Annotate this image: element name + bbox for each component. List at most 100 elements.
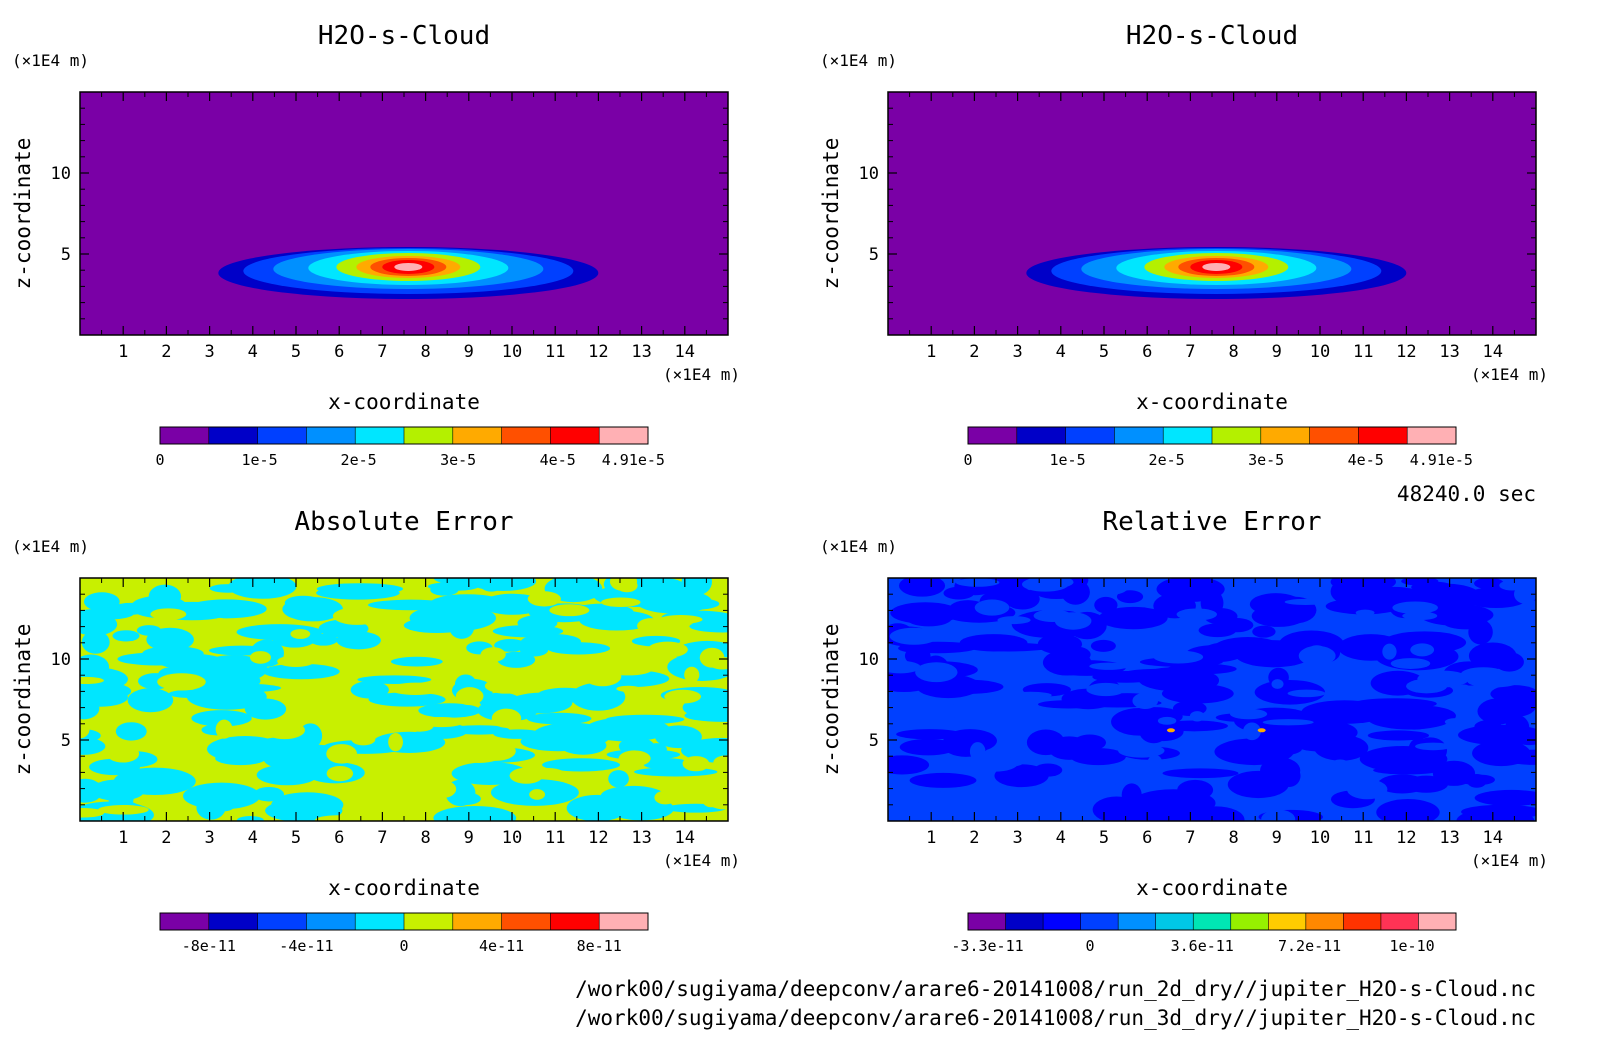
y-tick-label: 5	[61, 731, 71, 751]
x-tick-label: 6	[1142, 828, 1152, 848]
error-blob-inner	[455, 687, 484, 706]
x-tick-label: 13	[631, 342, 651, 362]
error-blob	[228, 578, 297, 599]
x-axis-label: x-coordinate	[328, 390, 480, 414]
error-blob	[127, 688, 174, 713]
error-blob-inner	[981, 697, 1034, 716]
error-blob-inner	[351, 733, 376, 746]
colorbar-swatch	[257, 427, 307, 444]
error-blob	[357, 675, 432, 684]
error-blob-inner	[1067, 770, 1120, 788]
colorbar-swatch	[968, 427, 1018, 444]
y-unit-label: (×1E4 m)	[12, 51, 89, 70]
colorbar-label: 3e-5	[1248, 451, 1284, 469]
colorbar-swatch	[1212, 427, 1262, 444]
error-blob	[526, 712, 592, 725]
colorbar-swatch	[1260, 427, 1311, 444]
error-blob	[494, 639, 527, 652]
x-tick-label: 5	[291, 342, 301, 362]
error-blob-inner	[1038, 601, 1064, 610]
error-blob	[1092, 796, 1141, 821]
error-blob	[600, 785, 665, 807]
error-blob-inner	[704, 777, 722, 794]
colorbar: 0 1e-5 2e-5 3e-5 4e-5 4.91e-5	[963, 426, 1473, 469]
x-axis-label: x-coordinate	[1136, 390, 1288, 414]
error-blob-inner	[1021, 578, 1069, 592]
error-blob	[1004, 589, 1040, 610]
y-tick-label: 5	[869, 731, 879, 751]
error-blob	[888, 755, 930, 775]
colorbar-label: -4e-11	[279, 937, 333, 955]
error-blob	[142, 646, 204, 662]
x-tick-label: 3	[204, 828, 214, 848]
error-blob	[1161, 683, 1234, 704]
colorbar-swatch	[1080, 913, 1119, 930]
error-blob	[373, 731, 446, 753]
error-blob-inner	[150, 608, 187, 621]
error-blob-inner	[347, 782, 382, 794]
error-blob	[570, 682, 626, 711]
error-blob	[899, 738, 957, 756]
error-blob-inner	[1118, 743, 1165, 758]
x-unit-label: (×1E4 m)	[1471, 365, 1548, 384]
colorbar-label: 8e-11	[577, 937, 622, 955]
error-blob-inner	[1157, 716, 1177, 725]
error-blob-inner	[888, 660, 921, 674]
error-blob	[191, 710, 252, 727]
x-tick-label: 2	[969, 828, 979, 848]
error-blob-inner	[1444, 718, 1467, 726]
error-blob-inner	[480, 647, 506, 662]
error-blob	[1167, 663, 1237, 675]
error-blob	[1094, 596, 1118, 614]
error-blob-inner	[974, 599, 1010, 616]
error-blob-inner	[1189, 711, 1205, 722]
x-unit-label: (×1E4 m)	[663, 851, 740, 870]
error-blob	[168, 689, 210, 698]
error-blob	[521, 633, 581, 649]
x-tick-label: 10	[502, 828, 522, 848]
error-blob	[368, 692, 446, 707]
error-blob	[1471, 588, 1536, 602]
chart-title: Absolute Error	[294, 507, 513, 537]
x-tick-label: 9	[464, 342, 474, 362]
x-tick-label: 1	[118, 342, 128, 362]
x-tick-label: 13	[1439, 342, 1459, 362]
error-blob	[1198, 623, 1237, 638]
error-blob	[1517, 694, 1536, 710]
x-tick-label: 12	[588, 342, 608, 362]
error-blob-inner	[637, 618, 665, 634]
error-blob-inner	[332, 607, 382, 625]
colorbar-label: 4.91e-5	[1410, 451, 1473, 469]
x-tick-label: 10	[1310, 342, 1330, 362]
error-blob-inner	[1307, 645, 1326, 656]
error-blob	[1227, 770, 1289, 799]
error-blob	[1419, 604, 1494, 626]
y-axis-label: z-coordinate	[11, 624, 35, 776]
colorbar-swatch	[1118, 913, 1157, 930]
x-tick-label: 6	[334, 342, 344, 362]
colorbar-swatch	[1380, 913, 1419, 930]
x-tick-label: 2	[161, 342, 171, 362]
error-blob	[608, 770, 629, 788]
error-blob-inner	[529, 789, 546, 800]
colorbar-swatch	[355, 913, 405, 930]
error-spot-0	[1166, 728, 1175, 733]
x-tick-label: 7	[1185, 828, 1195, 848]
error-blob-inner	[1242, 722, 1261, 741]
x-tick-label: 11	[545, 342, 565, 362]
error-blob-inner	[601, 597, 641, 608]
error-blob	[81, 630, 110, 654]
error-blob	[1252, 625, 1276, 638]
colorbar-swatch	[599, 913, 649, 930]
colorbar-label: 0	[1085, 937, 1094, 955]
x-tick-label: 2	[161, 828, 171, 848]
x-tick-label: 6	[1142, 342, 1152, 362]
y-axis-label: z-coordinate	[819, 624, 843, 776]
error-blob-inner	[937, 788, 986, 800]
time-label: 48240.0 sec	[1397, 482, 1536, 506]
y-tick-label: 10	[859, 650, 879, 670]
error-blob	[209, 584, 247, 593]
x-tick-label: 5	[1099, 828, 1109, 848]
colorbar-label: 0	[399, 937, 408, 955]
